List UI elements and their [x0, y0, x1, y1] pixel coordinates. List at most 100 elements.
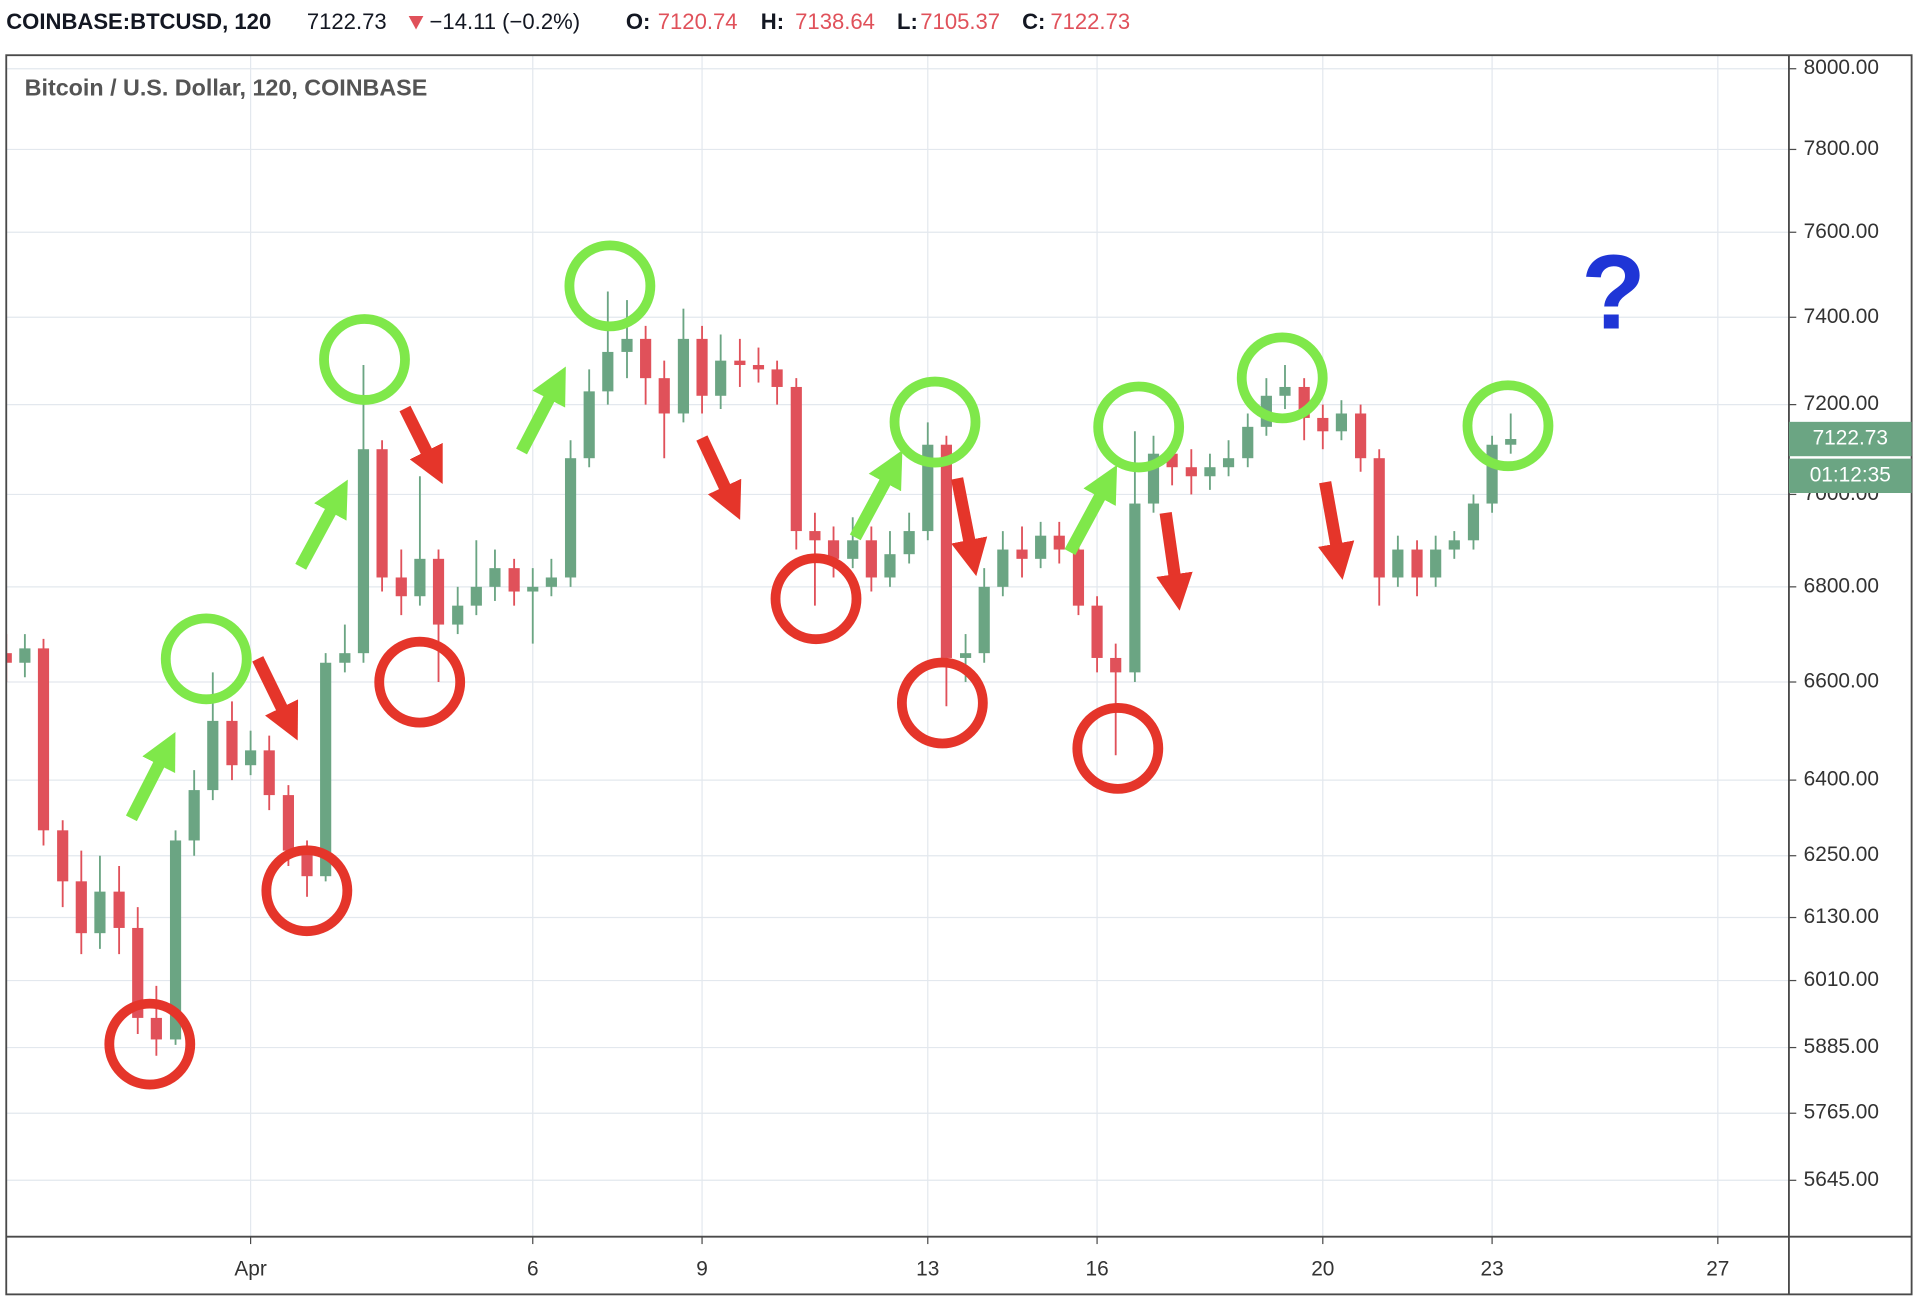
candle-body — [452, 605, 464, 625]
candle-body — [1411, 549, 1423, 578]
candle-body — [357, 449, 370, 654]
candle-body — [19, 648, 31, 663]
candle-body — [489, 568, 501, 587]
candle-body — [1204, 467, 1216, 477]
down-triangle — [408, 15, 424, 30]
x-tick-label: 16 — [1085, 1257, 1108, 1280]
candle-body — [1373, 458, 1385, 578]
arrow — [125, 731, 176, 822]
arrow — [1156, 511, 1193, 611]
arrow — [951, 477, 988, 577]
candle-body — [57, 830, 69, 882]
candle-body — [696, 338, 708, 396]
close-value: 7122.73 — [1050, 9, 1130, 34]
candle-body — [1147, 453, 1160, 504]
y-tick-label: 5765.00 — [1804, 1101, 1879, 1124]
candle-body — [150, 1017, 162, 1040]
candle-body — [395, 577, 407, 597]
candle-body — [734, 360, 746, 366]
circle — [104, 998, 196, 1090]
candle-body — [583, 391, 595, 459]
candle-body — [508, 568, 520, 592]
circle — [1093, 381, 1185, 473]
circle — [261, 845, 353, 937]
candle-body — [226, 720, 238, 766]
candle-body — [282, 795, 294, 851]
low-label: L: — [897, 9, 918, 34]
chart-title: Bitcoin / U.S. Dollar, 120, COINBASE — [25, 75, 428, 101]
candle-body — [1110, 657, 1122, 673]
candles — [6, 291, 1517, 1056]
candle-body — [997, 549, 1009, 587]
candle-body — [1166, 453, 1178, 468]
candle-body — [564, 458, 577, 578]
candle-body — [1392, 549, 1404, 578]
candle-body — [752, 365, 765, 370]
candle-body — [1185, 467, 1197, 477]
y-tick-label: 6800.00 — [1804, 574, 1879, 597]
x-tick-label: Apr — [234, 1257, 266, 1280]
candle-body — [301, 850, 313, 877]
arrow — [1318, 481, 1355, 580]
candle-body — [1448, 540, 1460, 550]
red-circles — [104, 553, 1164, 1090]
candle-body — [771, 369, 783, 387]
candle-body — [1035, 535, 1047, 559]
circle — [770, 553, 862, 645]
candle-body — [1317, 417, 1329, 432]
candle-body — [1486, 444, 1498, 504]
red-arrows — [252, 405, 1355, 741]
circle — [1236, 332, 1328, 424]
x-tick-label: 13 — [916, 1257, 939, 1280]
high-value: 7138.64 — [795, 9, 875, 34]
high-label: H: — [761, 9, 784, 34]
y-tick-label: 5885.00 — [1804, 1035, 1879, 1058]
candle-body — [1430, 549, 1442, 578]
symbol: COINBASE:BTCUSD, 120 — [6, 9, 271, 34]
candle-body — [1222, 458, 1235, 468]
circle — [160, 613, 252, 705]
candle-body — [847, 540, 859, 559]
green-circles — [160, 240, 1554, 705]
candle-body — [827, 540, 840, 559]
change: −14.11 (−0.2%) — [430, 9, 581, 34]
frame — [5, 54, 1913, 1296]
candle-body — [677, 338, 690, 414]
arrow — [1064, 464, 1118, 556]
candle-body — [1053, 535, 1065, 550]
candle-body — [640, 338, 652, 379]
candle-body — [1505, 439, 1517, 445]
candle-body — [978, 586, 990, 654]
candle-body — [621, 338, 633, 352]
arrow — [696, 435, 742, 520]
y-tick-label: 5645.00 — [1804, 1168, 1879, 1191]
candle-body — [545, 577, 557, 587]
arrow — [849, 450, 903, 541]
circle — [1072, 703, 1164, 794]
x-tick-label: 23 — [1481, 1257, 1504, 1280]
question-mark: ? — [1581, 233, 1645, 351]
candle-body — [470, 586, 482, 606]
candle-body — [432, 558, 445, 625]
arrow — [516, 366, 566, 455]
y-tick-label: 7200.00 — [1804, 392, 1879, 415]
arrow — [399, 405, 443, 484]
countdown-tag — [1788, 458, 1912, 494]
x-tick-label: 27 — [1706, 1257, 1729, 1280]
countdown-label: 01:12:35 — [1810, 463, 1891, 486]
y-tick-label: 6400.00 — [1804, 768, 1879, 791]
candle-body — [790, 386, 802, 532]
candle-body — [527, 586, 539, 592]
candle-body — [602, 351, 614, 392]
grid — [6, 55, 1789, 1237]
candle-body — [6, 653, 12, 663]
candle-body — [940, 444, 952, 658]
candle-body — [1298, 386, 1310, 418]
candle-body — [1279, 386, 1291, 396]
candle-body — [414, 558, 426, 597]
low-value: 7105.37 — [920, 9, 1000, 34]
y-tick-label: 6010.00 — [1804, 968, 1879, 991]
y-tick-label: 6250.00 — [1804, 843, 1879, 866]
price-tag — [1788, 421, 1912, 457]
